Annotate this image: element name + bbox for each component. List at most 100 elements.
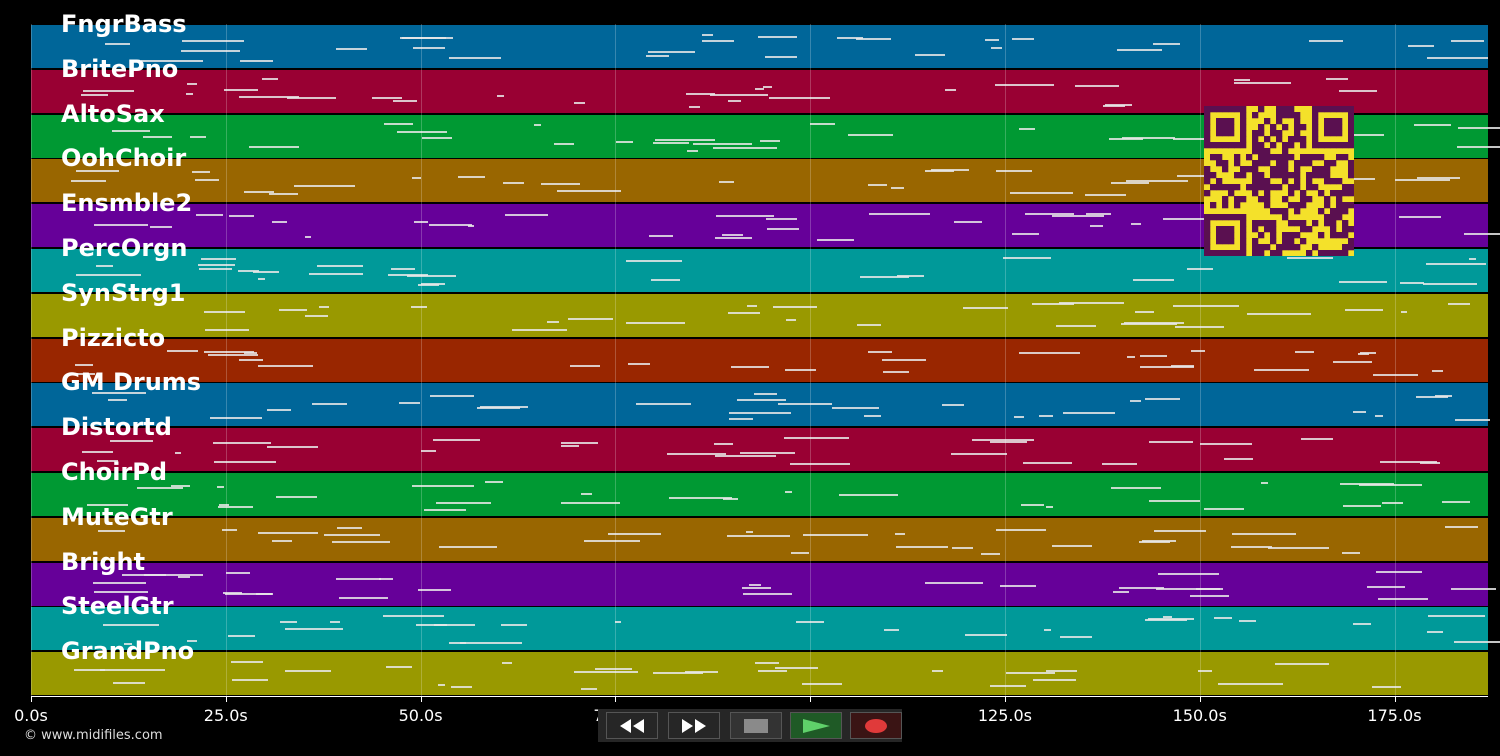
midi-note <box>100 669 166 672</box>
track-lane[interactable] <box>31 562 1496 606</box>
midi-note <box>802 682 842 685</box>
midi-note <box>1085 212 1112 215</box>
midi-note <box>1204 507 1245 510</box>
midi-note <box>1342 504 1381 507</box>
midi-note <box>1450 39 1484 42</box>
midi-note <box>1186 267 1214 270</box>
track-lane[interactable] <box>31 25 1489 68</box>
midi-note <box>729 417 753 420</box>
midi-note <box>1395 178 1450 181</box>
midi-note <box>1003 257 1052 260</box>
midi-note <box>646 54 670 57</box>
track-lane[interactable] <box>31 652 1488 696</box>
midi-note <box>196 214 224 217</box>
record-button[interactable] <box>850 712 902 739</box>
stop-button[interactable] <box>730 712 782 739</box>
midi-note <box>411 485 475 488</box>
track-lane[interactable] <box>31 517 1488 561</box>
midi-note <box>533 124 542 127</box>
midi-note <box>1375 414 1384 417</box>
midi-note <box>895 533 906 536</box>
midi-note <box>136 486 184 489</box>
midi-note <box>1426 57 1489 60</box>
midi-note <box>450 685 473 688</box>
midi-note <box>1423 283 1478 286</box>
midi-note <box>560 442 599 445</box>
midi-note <box>244 351 258 354</box>
midi-note <box>74 668 106 671</box>
midi-note <box>1399 216 1442 219</box>
midi-note <box>1059 635 1093 638</box>
tick-mark <box>810 696 812 702</box>
midi-note <box>778 403 832 406</box>
midi-note <box>294 184 356 187</box>
midi-note <box>1230 545 1273 548</box>
midi-note <box>740 452 796 455</box>
midi-note <box>496 94 505 97</box>
midi-note <box>775 667 819 670</box>
track-label: BritePno <box>61 54 179 83</box>
midi-note <box>1011 37 1035 40</box>
midi-note <box>692 142 752 145</box>
midi-note <box>1260 481 1269 484</box>
midi-note <box>855 37 891 40</box>
midi-note <box>209 417 263 420</box>
midi-note <box>847 133 894 136</box>
midi-note <box>869 212 930 215</box>
midi-note <box>1352 411 1366 414</box>
midi-note <box>860 276 909 279</box>
track-lane[interactable] <box>31 249 1488 292</box>
midi-note <box>772 305 817 308</box>
midi-note <box>266 445 318 448</box>
track-label: OohChoir <box>61 144 187 173</box>
play-button[interactable] <box>790 712 842 739</box>
track-label: PercOrgn <box>61 234 188 262</box>
midi-note <box>999 585 1036 588</box>
midi-note <box>715 215 774 218</box>
midi-note <box>1101 462 1138 465</box>
track-lane[interactable] <box>31 473 1488 516</box>
midi-note <box>1233 78 1250 81</box>
midi-note <box>1025 212 1074 215</box>
fast-forward-button[interactable] <box>668 712 720 739</box>
tick-label: 50.0s <box>398 706 443 725</box>
grid-line <box>1004 24 1006 696</box>
tick-mark <box>1199 696 1201 702</box>
track-lane[interactable] <box>31 338 1488 382</box>
midi-note <box>996 169 1032 172</box>
grid-line <box>31 24 32 696</box>
midi-note <box>414 221 428 224</box>
midi-note <box>727 100 742 102</box>
midi-note <box>336 527 362 530</box>
track-lane[interactable] <box>31 428 1488 472</box>
midi-note <box>1353 623 1371 626</box>
midi-note <box>1127 356 1135 359</box>
midi-note <box>1022 461 1072 464</box>
midi-note <box>635 403 692 406</box>
track-lane[interactable] <box>31 293 1488 337</box>
grid-line <box>225 24 227 696</box>
fast-forward-icon <box>682 718 706 733</box>
midi-note <box>96 460 119 463</box>
track-label: Ensmble2 <box>61 189 193 218</box>
track-lane[interactable] <box>31 69 1488 113</box>
tick-label: 0.0s <box>14 706 48 725</box>
midi-note <box>953 220 982 223</box>
track-label: SynStrg1 <box>61 278 186 307</box>
midi-note <box>1173 305 1239 307</box>
midi-note <box>279 308 307 311</box>
midi-note <box>1113 590 1130 593</box>
midi-note <box>1123 321 1184 324</box>
midi-note <box>583 539 640 542</box>
midi-note <box>684 671 718 674</box>
midi-note <box>223 592 242 595</box>
midi-note <box>1121 136 1175 139</box>
midi-note <box>1009 191 1074 194</box>
midi-note <box>436 501 491 504</box>
rewind-button[interactable] <box>606 712 658 739</box>
track-lane[interactable] <box>31 607 1500 651</box>
midi-note <box>713 442 734 445</box>
midi-note <box>203 310 246 313</box>
track-lane[interactable] <box>31 383 1490 427</box>
